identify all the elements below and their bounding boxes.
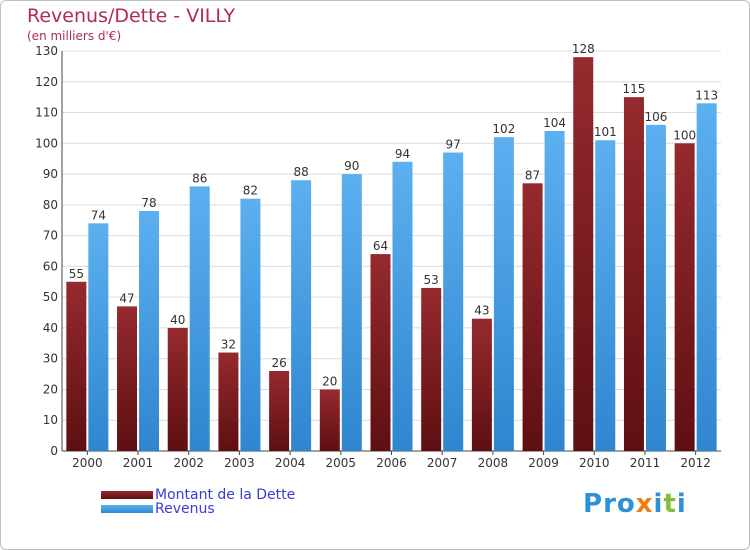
data-label-debt: 26 (271, 356, 286, 370)
chart-subtitle: (en milliers d'€) (27, 29, 122, 43)
x-tick-label: 2006 (376, 456, 407, 470)
x-tick-label: 2008 (478, 456, 509, 470)
bar-debt (471, 318, 492, 451)
bar-debt (573, 57, 594, 452)
x-tick-label: 2002 (173, 456, 204, 470)
data-label-revenue: 94 (395, 147, 410, 161)
bar-revenue (392, 161, 413, 451)
data-label-revenue: 90 (344, 159, 359, 173)
data-label-debt: 128 (572, 42, 595, 56)
legend-label-revenue: Revenus (155, 501, 215, 517)
logo-letter: r (603, 489, 617, 519)
chart-title: Revenus/Dette - VILLY (27, 5, 236, 27)
bar-debt (522, 183, 543, 452)
y-tick-label: 90 (43, 167, 58, 181)
bar-revenue (696, 103, 717, 452)
y-tick-label: 10 (43, 413, 58, 427)
x-tick-label: 2012 (680, 456, 711, 470)
y-tick-label: 40 (43, 321, 58, 335)
x-tick-label: 2000 (72, 456, 103, 470)
data-label-revenue: 102 (492, 122, 515, 136)
x-tick-label: 2004 (275, 456, 306, 470)
bar-revenue (189, 186, 210, 451)
logo-letter: x (635, 489, 654, 519)
data-label-debt: 32 (221, 338, 236, 352)
data-label-debt: 64 (373, 239, 388, 253)
legend-item-debt: Montant de la Dette (101, 487, 296, 503)
data-label-revenue: 74 (91, 208, 106, 222)
logo-letter: o (616, 489, 636, 519)
bar-debt (319, 389, 340, 451)
bar-debt (66, 281, 87, 451)
data-label-debt: 115 (623, 82, 646, 96)
logo-letter: i (676, 489, 687, 519)
data-label-debt: 100 (673, 128, 696, 142)
data-label-debt: 43 (474, 304, 489, 318)
y-tick-label: 60 (43, 259, 58, 273)
y-tick-label: 20 (43, 382, 58, 396)
bar-revenue (595, 140, 616, 451)
bar-debt (167, 327, 188, 451)
bar-revenue (544, 131, 565, 451)
logo-letter: i (653, 489, 664, 519)
data-label-debt: 47 (119, 291, 134, 305)
data-label-revenue: 113 (695, 88, 718, 102)
data-label-revenue: 88 (293, 165, 308, 179)
bar-revenue (645, 124, 666, 451)
x-tick-label: 2007 (427, 456, 458, 470)
x-tick-label: 2009 (528, 456, 559, 470)
x-tick-label: 2011 (630, 456, 661, 470)
bar-debt (370, 254, 391, 451)
data-label-revenue: 78 (141, 196, 156, 210)
x-tick-label: 2010 (579, 456, 610, 470)
data-label-debt: 20 (322, 374, 337, 388)
bar-debt (421, 287, 442, 451)
data-label-revenue: 97 (446, 138, 461, 152)
x-tick-label: 2003 (224, 456, 255, 470)
data-label-revenue: 106 (645, 110, 668, 124)
data-label-revenue: 104 (543, 116, 566, 130)
y-tick-label: 100 (35, 136, 58, 150)
legend-label-debt: Montant de la Dette (155, 487, 296, 503)
logo-letter: t (663, 489, 677, 519)
bar-revenue (341, 174, 362, 452)
data-label-debt: 40 (170, 313, 185, 327)
y-tick-label: 110 (35, 106, 58, 120)
bar-revenue (493, 137, 514, 451)
bar-debt (674, 143, 695, 452)
y-tick-label: 50 (43, 290, 58, 304)
y-tick-label: 80 (43, 198, 58, 212)
bar-revenue (443, 152, 464, 452)
y-tick-label: 70 (43, 229, 58, 243)
data-label-revenue: 86 (192, 171, 207, 185)
data-label-revenue: 82 (243, 184, 258, 198)
x-tick-label: 2005 (326, 456, 357, 470)
legend-swatch-revenue (101, 505, 153, 513)
legend-item-revenue: Revenus (101, 501, 215, 517)
bar-revenue (88, 223, 109, 451)
bar-revenue (291, 180, 312, 451)
y-tick-label: 130 (35, 44, 58, 58)
y-tick-label: 30 (43, 352, 58, 366)
x-tick-label: 2001 (123, 456, 154, 470)
legend-swatch-debt (101, 491, 153, 499)
bar-revenue (240, 198, 261, 451)
data-label-debt: 87 (525, 168, 540, 182)
y-tick-label: 120 (35, 75, 58, 89)
bar-revenue (139, 211, 160, 451)
proxiti-logo: Proxiti (583, 489, 687, 519)
bar-debt (218, 352, 239, 451)
bar-debt (269, 371, 290, 451)
logo-letter: P (583, 489, 604, 519)
bar-debt (117, 306, 138, 451)
data-label-debt: 53 (424, 273, 439, 287)
data-label-debt: 55 (69, 267, 84, 281)
bar-debt (623, 97, 644, 452)
y-tick-label: 0 (50, 444, 58, 458)
data-label-revenue: 101 (594, 125, 617, 139)
